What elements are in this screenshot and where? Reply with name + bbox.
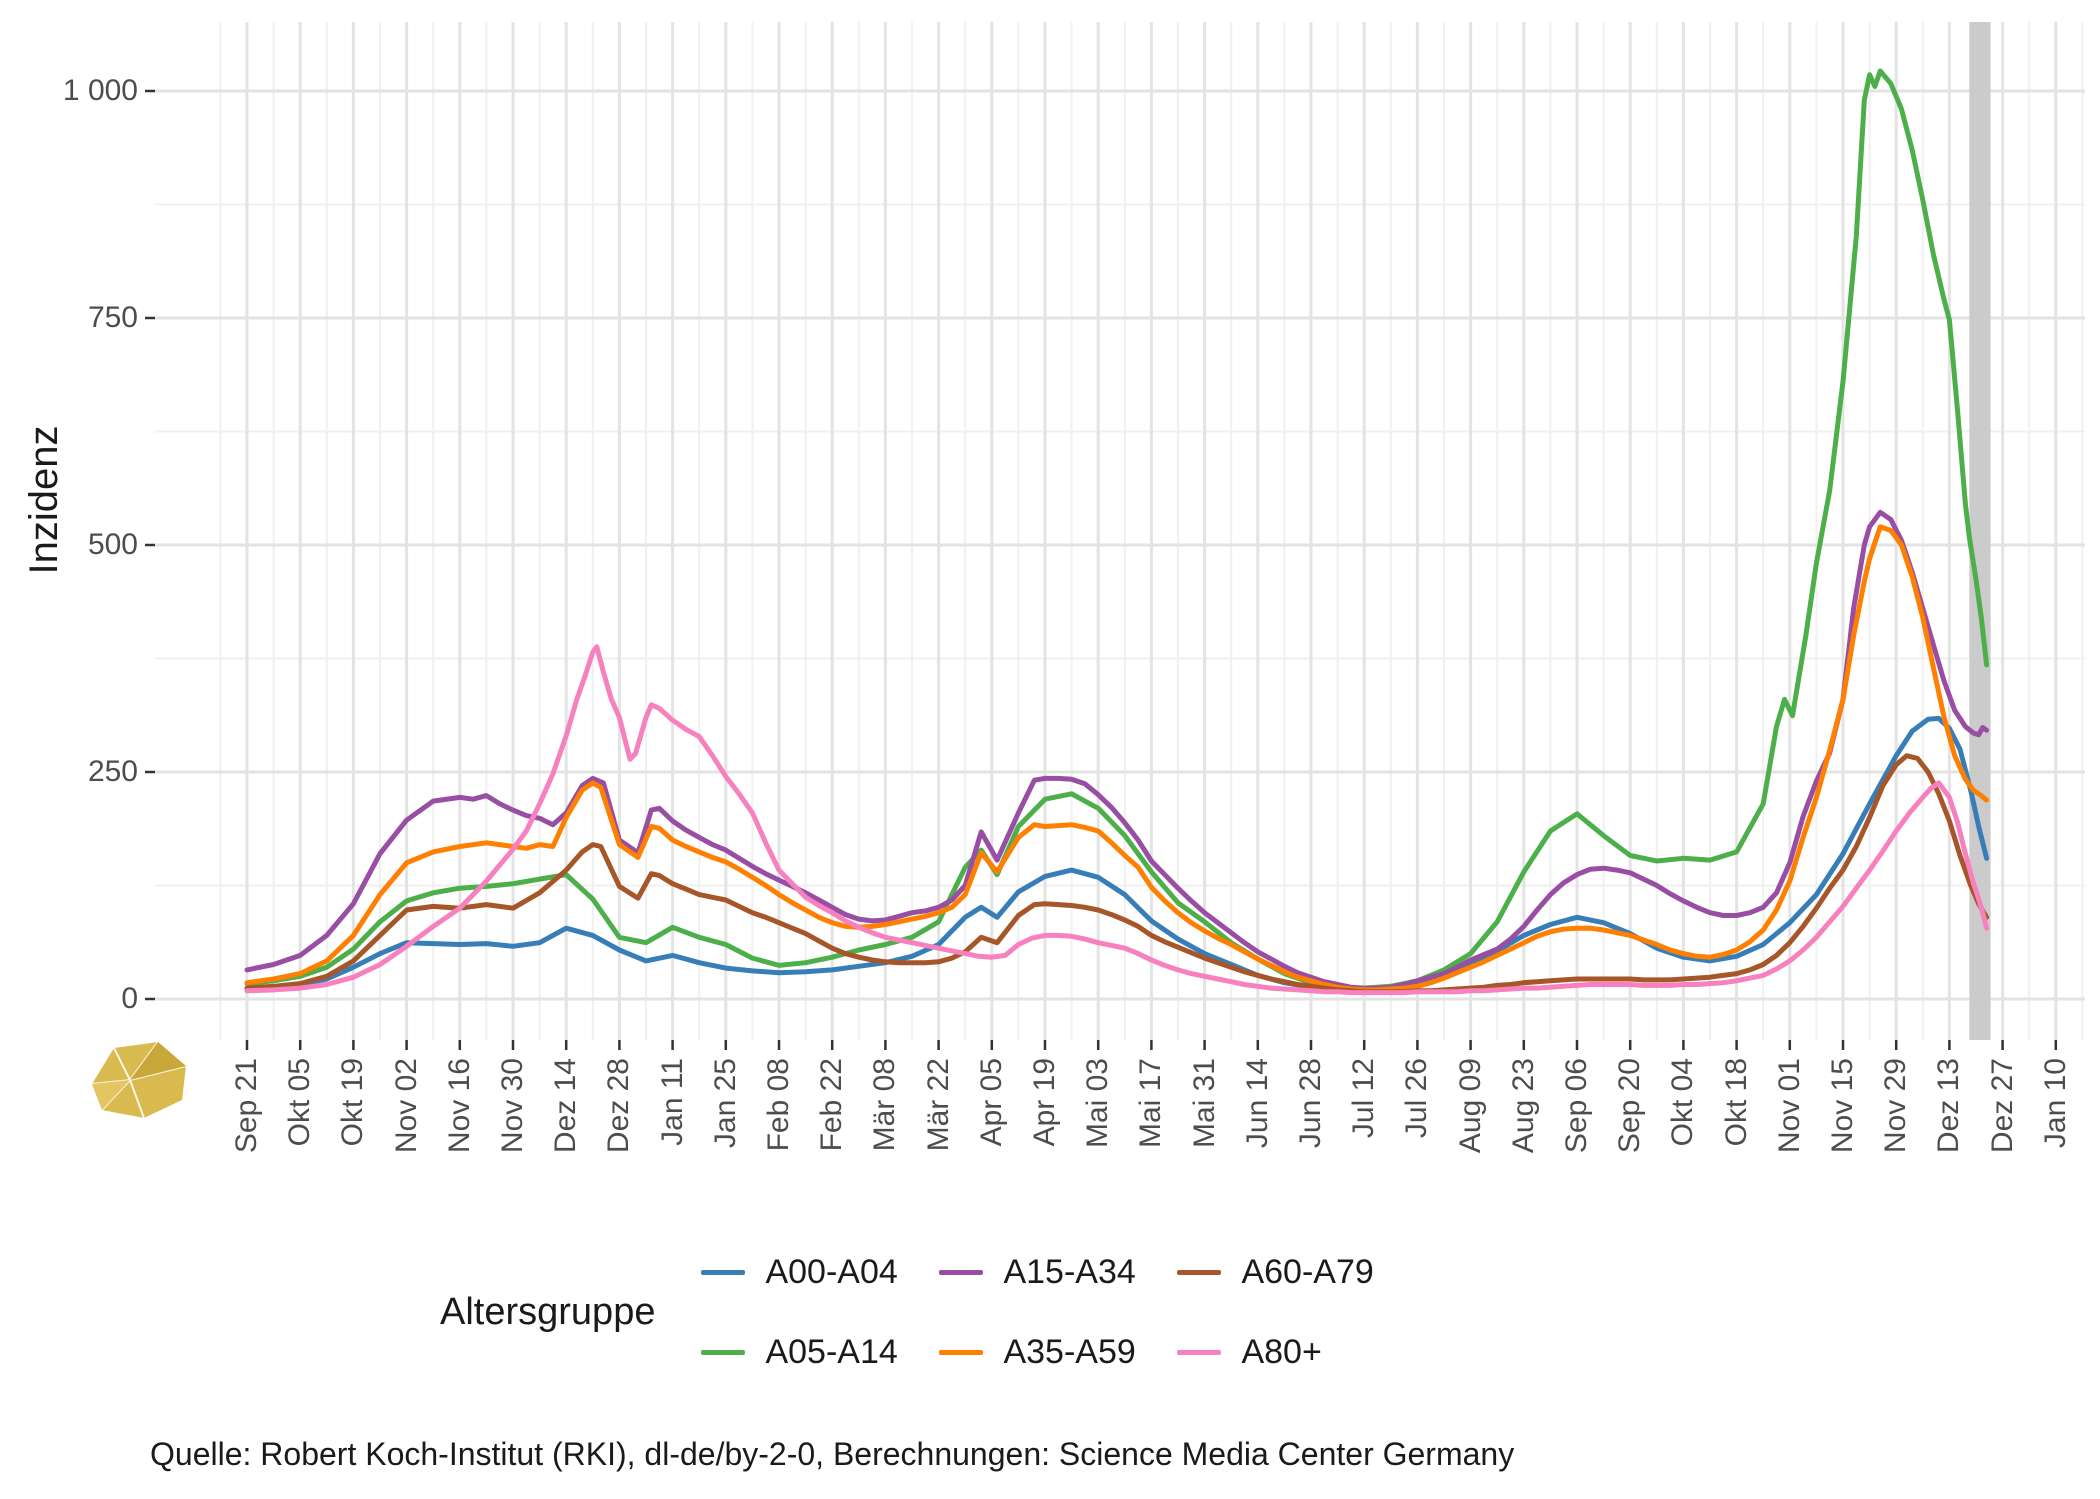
legend-items: A00-A04 A05-A14 A15-A34 A35-A59 A60-A79 A80+ [701, 1232, 1377, 1392]
legend-item-A00-A04: A00-A04 [701, 1232, 921, 1312]
x-tick-label: Jul 26 [1400, 1058, 1434, 1139]
x-tick-label: Okt 18 [1719, 1058, 1753, 1147]
y-tick-label: 0 [121, 982, 138, 1015]
smc-logo [91, 1041, 187, 1119]
x-tick-label: Dez 28 [602, 1058, 636, 1154]
y-tick-label: 500 [87, 528, 138, 561]
y-tick-label: 1 000 [62, 74, 138, 107]
x-tick-label: Jan 25 [708, 1058, 742, 1149]
legend-label: A05-A14 [765, 1332, 898, 1371]
legend-line-swatch [701, 1269, 746, 1275]
legend-label: A00-A04 [765, 1252, 898, 1291]
x-tick-label: Nov 30 [496, 1058, 529, 1154]
x-tick-label: Feb 22 [815, 1058, 849, 1152]
x-tick-label: Okt 05 [283, 1058, 317, 1147]
legend-item-A15-A34: A15-A34 [939, 1232, 1159, 1312]
x-tick-label: Dez 13 [1932, 1058, 1966, 1154]
legend-line-swatch [1177, 1269, 1222, 1275]
series-line-A35-A59 [244, 524, 1990, 993]
y-tick-label: 250 [87, 755, 138, 788]
legend-item-A05-A14: A05-A14 [701, 1312, 921, 1392]
x-tick-label: Mai 31 [1187, 1058, 1221, 1149]
x-tick-label: Nov 29 [1879, 1058, 1913, 1154]
x-tick-label: Mai 03 [1081, 1058, 1115, 1149]
y-tick-label: 750 [87, 301, 138, 334]
x-tick-label: Mär 22 [921, 1058, 955, 1152]
x-tick-label: Mai 17 [1134, 1058, 1168, 1149]
legend-line-swatch [939, 1269, 984, 1275]
legend-label: A15-A34 [1003, 1252, 1136, 1291]
x-tick-label: Feb 08 [762, 1058, 795, 1152]
legend-item-A80+: A80+ [1177, 1312, 1377, 1392]
x-tick-label: Nov 02 [389, 1058, 423, 1154]
legend-line-swatch [701, 1349, 746, 1355]
x-tick-label: Okt 04 [1666, 1058, 1700, 1147]
legend: Altersgruppe A00-A04 A05-A14 A15-A34 A35-A5… [440, 1232, 1377, 1392]
x-tick-label: Aug 23 [1506, 1058, 1540, 1154]
x-tick-label: Jan 10 [2038, 1058, 2072, 1149]
legend-item-A35-A59: A35-A59 [939, 1312, 1159, 1392]
x-tick-label: Jun 14 [1240, 1058, 1274, 1149]
series-line-A15-A34 [244, 509, 1990, 991]
x-tick-label: Nov 01 [1772, 1058, 1806, 1154]
provisional-data-band [1969, 22, 1991, 1040]
x-tick-label: Nov 15 [1826, 1058, 1859, 1154]
x-tick-label: Jun 28 [1294, 1058, 1327, 1149]
legend-label: A80+ [1241, 1332, 1322, 1371]
legend-label: A60-A79 [1241, 1252, 1374, 1291]
x-tick-label: Dez 14 [549, 1058, 583, 1154]
legend-item-A60-A79: A60-A79 [1177, 1232, 1377, 1312]
legend-title: Altersgruppe [440, 1290, 656, 1333]
x-tick-label: Apr 05 [974, 1058, 1008, 1147]
x-tick-label: Sep 21 [230, 1058, 263, 1154]
series-line-A00-A04 [244, 715, 1990, 993]
line-chart-panel [145, 22, 2085, 1050]
source-note: Quelle: Robert Koch-Institut (RKI), dl-d… [150, 1436, 1515, 1472]
series-line-A80+ [244, 644, 1990, 996]
x-tick-label: Nov 16 [442, 1058, 476, 1154]
x-tick-label: Jul 12 [1347, 1058, 1381, 1139]
x-tick-label: Mär 08 [868, 1058, 902, 1152]
series-line-A60-A79 [244, 753, 1990, 995]
x-tick-label: Sep 20 [1613, 1058, 1647, 1154]
legend-line-swatch [939, 1349, 984, 1355]
x-tick-label: Sep 06 [1560, 1058, 1593, 1154]
x-tick-label: Dez 27 [1985, 1058, 2019, 1154]
legend-label: A35-A59 [1003, 1332, 1136, 1371]
x-tick-label: Jan 11 [655, 1058, 689, 1146]
x-tick-label: Okt 19 [336, 1058, 370, 1147]
x-tick-label: Aug 09 [1453, 1058, 1487, 1154]
legend-line-swatch [1177, 1349, 1222, 1355]
x-tick-label: Apr 19 [1028, 1058, 1061, 1147]
